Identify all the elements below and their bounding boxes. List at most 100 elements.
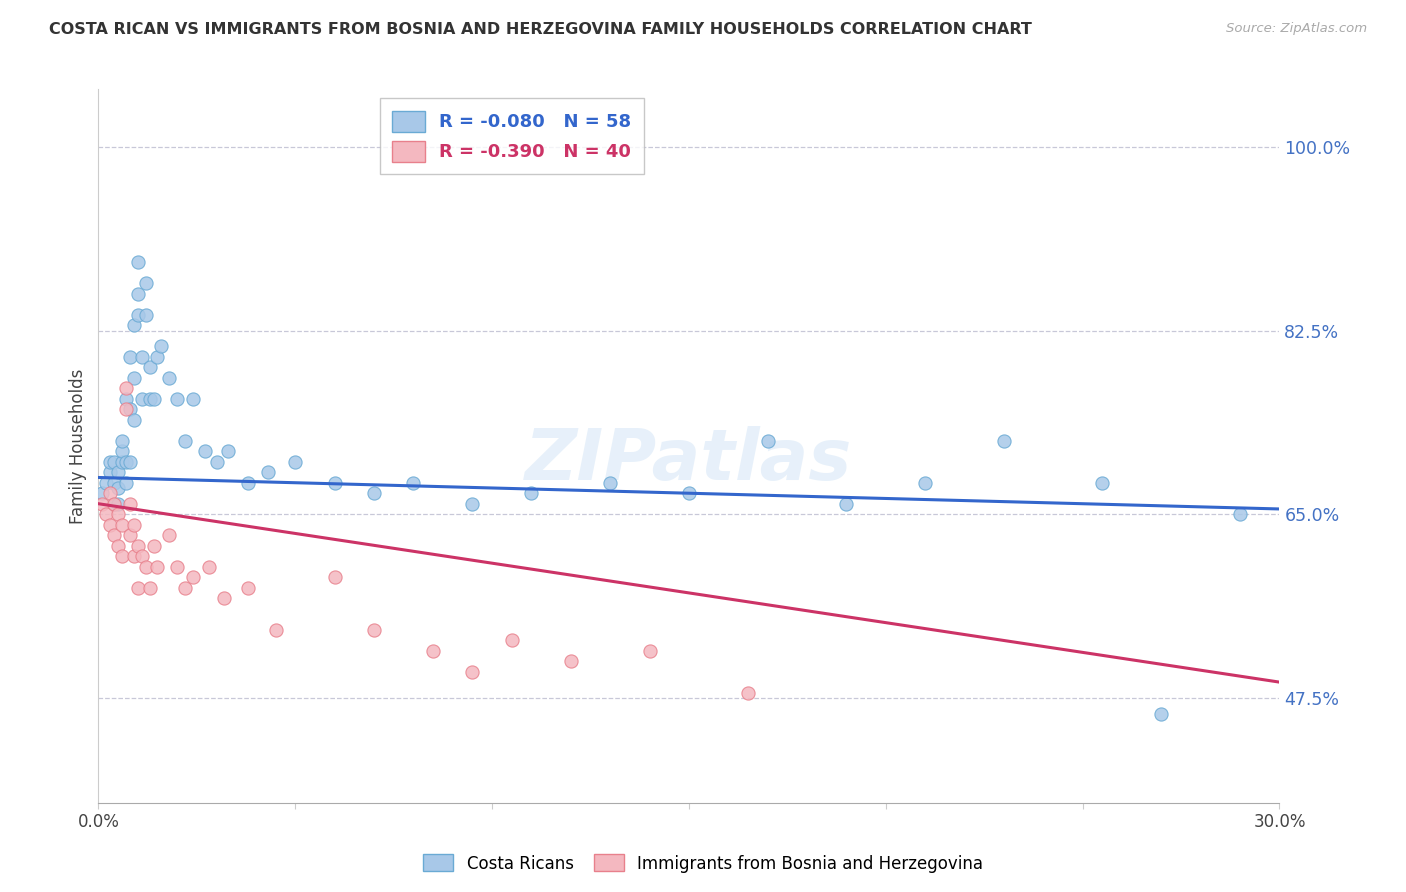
- Point: [236, 581, 259, 595]
- Point: [1229, 507, 1251, 521]
- Point: [135, 559, 157, 574]
- Point: [131, 392, 153, 406]
- Y-axis label: Family Households: Family Households: [69, 368, 87, 524]
- Point: [107, 539, 129, 553]
- Point: [127, 286, 149, 301]
- Point: [599, 475, 621, 490]
- Point: [103, 455, 125, 469]
- Point: [422, 643, 444, 657]
- Point: [678, 486, 700, 500]
- Point: [142, 392, 165, 406]
- Point: [181, 392, 204, 406]
- Point: [111, 455, 134, 469]
- Point: [98, 455, 121, 469]
- Point: [181, 570, 204, 584]
- Point: [111, 434, 134, 448]
- Point: [115, 475, 138, 490]
- Point: [1229, 843, 1251, 857]
- Point: [122, 413, 145, 427]
- Point: [756, 434, 779, 448]
- Point: [323, 475, 346, 490]
- Point: [150, 339, 173, 353]
- Legend: R = -0.080   N = 58, R = -0.390   N = 40: R = -0.080 N = 58, R = -0.390 N = 40: [380, 98, 644, 174]
- Point: [98, 465, 121, 479]
- Point: [638, 643, 661, 657]
- Point: [122, 318, 145, 333]
- Point: [131, 549, 153, 564]
- Point: [118, 402, 141, 417]
- Point: [157, 371, 180, 385]
- Point: [91, 486, 114, 500]
- Point: [118, 528, 141, 542]
- Point: [118, 455, 141, 469]
- Point: [264, 623, 287, 637]
- Point: [135, 277, 157, 291]
- Point: [127, 308, 149, 322]
- Text: Source: ZipAtlas.com: Source: ZipAtlas.com: [1226, 22, 1367, 36]
- Point: [835, 497, 858, 511]
- Point: [284, 455, 307, 469]
- Point: [461, 665, 484, 679]
- Point: [127, 539, 149, 553]
- Point: [520, 486, 543, 500]
- Point: [1150, 706, 1173, 721]
- Point: [103, 497, 125, 511]
- Point: [115, 392, 138, 406]
- Point: [118, 350, 141, 364]
- Point: [142, 539, 165, 553]
- Point: [107, 507, 129, 521]
- Point: [91, 497, 114, 511]
- Point: [98, 486, 121, 500]
- Point: [138, 581, 160, 595]
- Point: [236, 475, 259, 490]
- Point: [197, 559, 219, 574]
- Point: [737, 685, 759, 699]
- Point: [107, 465, 129, 479]
- Point: [115, 455, 138, 469]
- Point: [402, 475, 425, 490]
- Point: [501, 633, 523, 648]
- Point: [115, 402, 138, 417]
- Point: [166, 392, 188, 406]
- Point: [127, 255, 149, 269]
- Point: [363, 486, 385, 500]
- Point: [174, 434, 197, 448]
- Point: [146, 350, 169, 364]
- Point: [122, 549, 145, 564]
- Point: [103, 475, 125, 490]
- Point: [1091, 475, 1114, 490]
- Point: [111, 444, 134, 458]
- Point: [122, 517, 145, 532]
- Point: [111, 549, 134, 564]
- Point: [914, 475, 936, 490]
- Point: [103, 497, 125, 511]
- Point: [217, 444, 239, 458]
- Point: [194, 444, 217, 458]
- Point: [560, 654, 582, 668]
- Point: [107, 481, 129, 495]
- Point: [993, 434, 1015, 448]
- Point: [115, 381, 138, 395]
- Point: [205, 455, 228, 469]
- Point: [135, 308, 157, 322]
- Point: [256, 465, 278, 479]
- Point: [122, 371, 145, 385]
- Point: [174, 581, 197, 595]
- Point: [146, 559, 169, 574]
- Point: [127, 581, 149, 595]
- Point: [111, 517, 134, 532]
- Point: [107, 497, 129, 511]
- Point: [118, 497, 141, 511]
- Point: [138, 360, 160, 375]
- Point: [166, 559, 188, 574]
- Point: [461, 497, 484, 511]
- Point: [131, 350, 153, 364]
- Text: ZIPatlas: ZIPatlas: [526, 425, 852, 495]
- Point: [96, 507, 118, 521]
- Point: [323, 570, 346, 584]
- Point: [96, 475, 118, 490]
- Point: [98, 517, 121, 532]
- Text: COSTA RICAN VS IMMIGRANTS FROM BOSNIA AND HERZEGOVINA FAMILY HOUSEHOLDS CORRELAT: COSTA RICAN VS IMMIGRANTS FROM BOSNIA AN…: [49, 22, 1032, 37]
- Point: [214, 591, 236, 606]
- Point: [103, 528, 125, 542]
